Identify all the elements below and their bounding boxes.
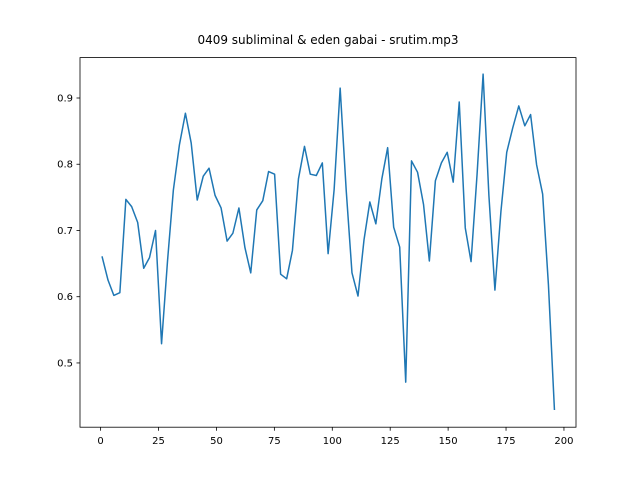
x-tick-label: 150 [439, 436, 458, 447]
data-line [101, 73, 556, 411]
x-tick-label: 50 [210, 436, 223, 447]
x-tick-label: 25 [152, 436, 165, 447]
y-tick-label: 0.8 [57, 160, 73, 171]
x-tick-label: 200 [554, 436, 573, 447]
x-tick-label: 75 [268, 436, 281, 447]
chart-title: 0409 subliminal & eden gabai - srutim.mp… [197, 33, 458, 47]
x-tick-label: 175 [496, 436, 515, 447]
axes-frame [79, 57, 577, 428]
x-tick-label: 0 [97, 436, 103, 447]
y-tick-label: 0.9 [57, 94, 73, 105]
y-tick-label: 0.7 [57, 226, 73, 237]
x-tick-label: 125 [381, 436, 400, 447]
y-tick-label: 0.5 [57, 358, 73, 369]
x-tick-label: 100 [323, 436, 342, 447]
y-tick-label: 0.6 [57, 292, 73, 303]
